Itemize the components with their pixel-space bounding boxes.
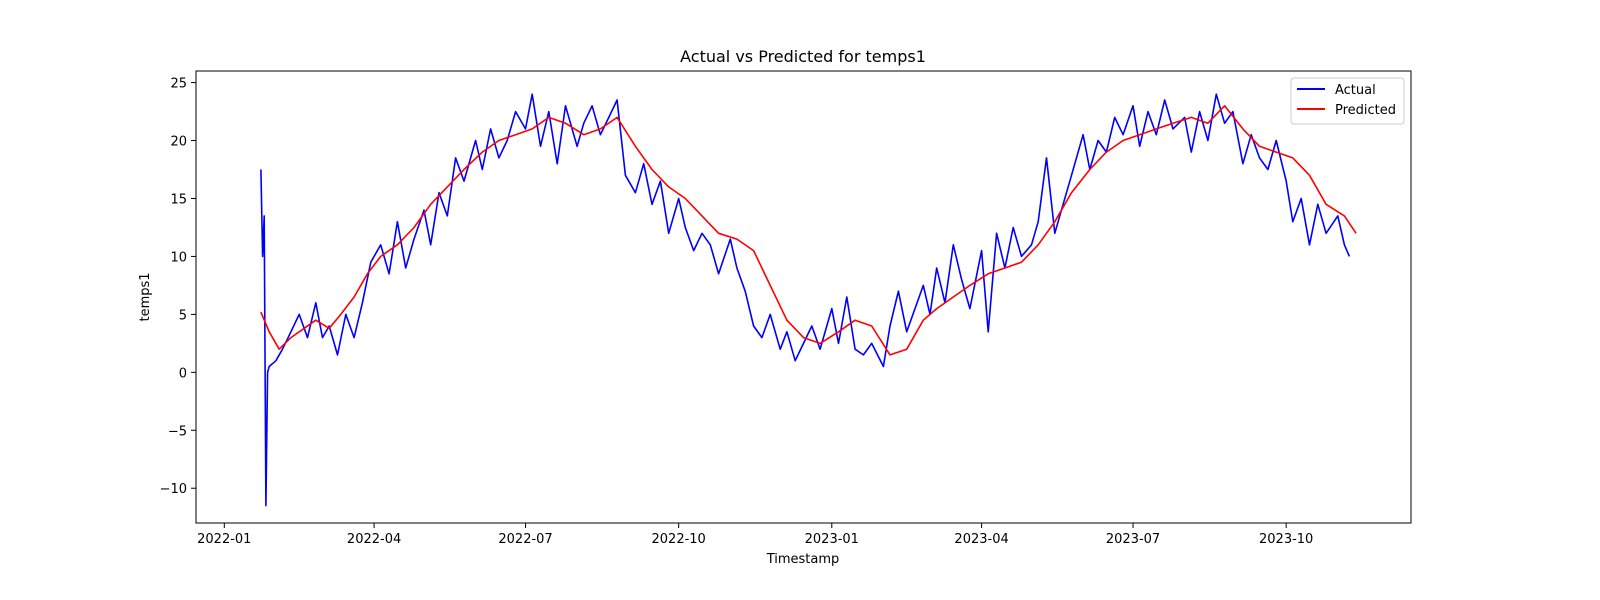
series-line-actual	[260, 93, 1351, 507]
x-axis-title: Timestamp	[766, 552, 840, 567]
x-tick-label: 2023-07	[1106, 532, 1160, 547]
x-tick-label: 2023-04	[954, 532, 1008, 547]
y-tick-label: 15	[170, 192, 187, 207]
chart-title: Actual vs Predicted for temps1	[680, 47, 926, 66]
y-tick-label: −10	[160, 482, 187, 497]
y-tick-label: 0	[179, 366, 187, 381]
y-tick-label: 5	[179, 308, 187, 323]
x-tick-label: 2022-01	[197, 532, 251, 547]
y-axis-title: temps1	[138, 272, 153, 321]
x-tick-label: 2022-10	[652, 532, 706, 547]
y-axis: 25 20 15 10 5 0 −5 −10	[160, 77, 196, 497]
y-tick-label: 20	[170, 135, 187, 150]
legend-label-predicted: Predicted	[1335, 103, 1396, 118]
plot-area-frame	[195, 70, 1412, 524]
y-tick-label: 10	[170, 250, 187, 265]
legend: Actual Predicted	[1290, 77, 1405, 125]
y-tick-label: 25	[170, 77, 187, 92]
x-tick-label: 2023-10	[1259, 532, 1313, 547]
x-tick-label: 2022-07	[498, 532, 552, 547]
x-axis: 2022-01 2022-04 2022-07 2022-10 2023-01 2023-…	[197, 523, 1313, 547]
y-tick-label: −5	[168, 424, 187, 439]
x-tick-label: 2022-04	[347, 532, 401, 547]
series-line-predicted	[260, 105, 1357, 356]
legend-label-actual: Actual	[1335, 83, 1376, 98]
series-layer	[260, 93, 1357, 507]
x-tick-label: 2023-01	[805, 532, 859, 547]
